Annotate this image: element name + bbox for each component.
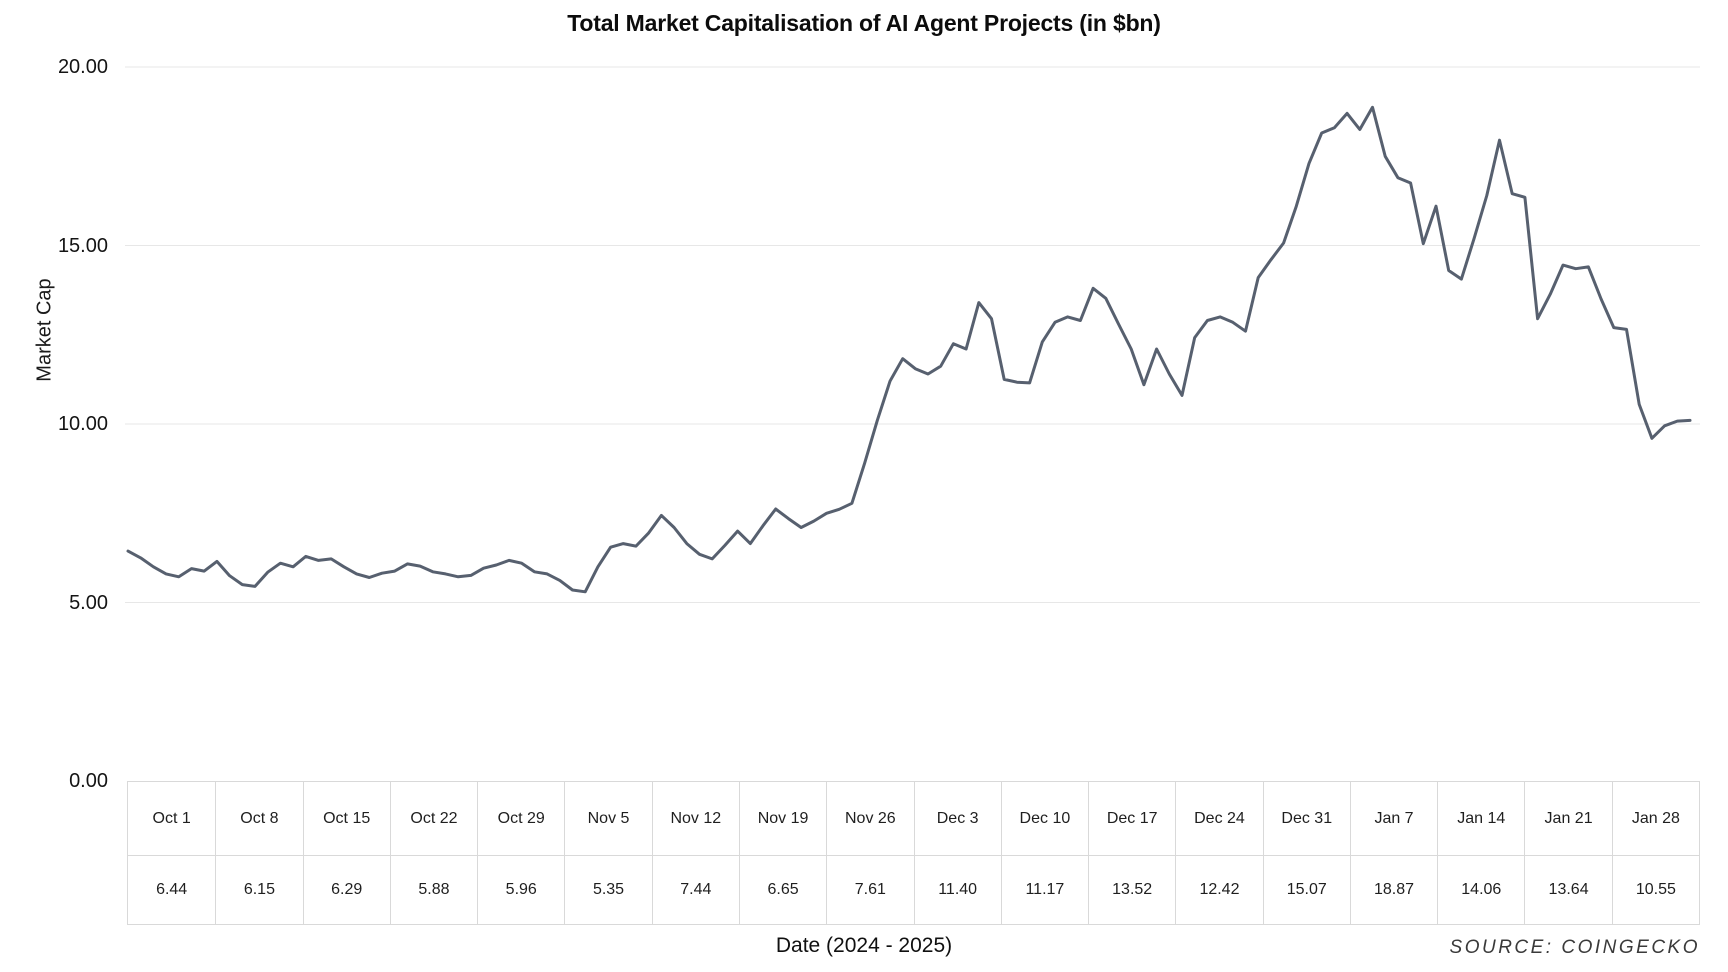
table-date-cell: Jan 28 <box>1611 782 1699 856</box>
source-note: SOURCE: COINGECKO <box>1449 937 1700 958</box>
table-value-cell: 15.07 <box>1262 856 1350 924</box>
table-date-cell: Oct 22 <box>389 782 478 856</box>
y-tick-label: 15.00 <box>57 234 108 257</box>
table-value-cell: 13.52 <box>1088 856 1175 924</box>
table-date-cell: Dec 31 <box>1262 782 1350 856</box>
table-value-cell: 14.06 <box>1437 856 1524 924</box>
table-value-cell: 6.65 <box>738 856 826 924</box>
table-date-cell: Oct 29 <box>477 782 565 856</box>
data-table: Oct 1 Oct 8 Oct 15 Oct 22 Oct 29 Nov 5 Nov 12 N… <box>127 781 1700 925</box>
y-tick-label: 0.00 <box>69 770 108 792</box>
table-date-cell: Oct 8 <box>215 782 303 856</box>
market-cap-line <box>126 105 1692 594</box>
table-value-cell: 5.35 <box>564 856 651 924</box>
y-tick-label: 10.00 <box>57 413 108 435</box>
y-tick-label: 20.00 <box>57 56 108 78</box>
table-date-cell: Oct 15 <box>302 782 390 856</box>
table-value-cell: 6.44 <box>156 881 188 898</box>
table-date-cell: Jan 7 <box>1349 782 1438 856</box>
x-axis-title: Date (2024 - 2025) <box>775 934 953 957</box>
table-value-cell: 5.88 <box>389 856 477 924</box>
table-value-cell: 12.42 <box>1175 856 1262 924</box>
table-value-cell: 10.55 <box>1611 856 1699 924</box>
table-date-cell: Dec 10 <box>1000 782 1089 856</box>
table-date-cell: Dec 3 <box>913 782 1001 856</box>
table-value-cell: 5.96 <box>477 856 564 924</box>
table-date-cell: Jan 21 <box>1524 782 1612 856</box>
table-date-cell: Nov 19 <box>738 782 827 856</box>
table-value-cell: 6.15 <box>215 856 302 924</box>
table-date-cell: Jan 14 <box>1437 782 1525 856</box>
table-date-cell: Nov 26 <box>826 782 914 856</box>
y-tick-label: 5.00 <box>69 591 108 614</box>
chart-title: Total Market Capitalisation of AI Agent … <box>567 10 1161 36</box>
table-date-cell: Dec 17 <box>1088 782 1176 856</box>
table-date-cell: Nov 5 <box>564 782 652 856</box>
table-value-cell: 6.29 <box>302 856 390 924</box>
table-value-cell: 18.87 <box>1349 856 1437 924</box>
table-value-cell: 11.40 <box>913 856 1001 924</box>
table-value-cell: 7.61 <box>826 856 913 924</box>
table-date-cell: Oct 1 <box>128 782 216 856</box>
table-value-cell: 11.17 <box>1000 856 1088 924</box>
table-value-cell: 7.44 <box>651 856 739 924</box>
table-date-cell: Dec 24 <box>1175 782 1263 856</box>
table-date-cell: Nov 12 <box>651 782 739 856</box>
table-value-cell: 13.64 <box>1524 856 1611 924</box>
